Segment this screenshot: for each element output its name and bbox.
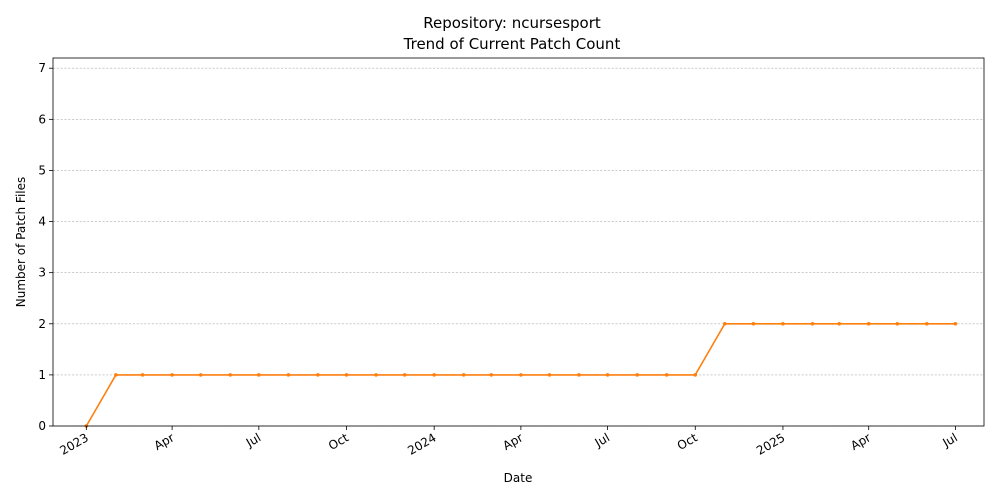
- y-tick-label: 0: [38, 419, 46, 433]
- data-point: [170, 373, 174, 377]
- data-point: [953, 321, 958, 326]
- plot-frame: [52, 57, 985, 427]
- x-tick-label: Jul: [592, 430, 612, 450]
- data-point: [895, 321, 900, 326]
- series-layer: [84, 321, 958, 428]
- data-point: [751, 321, 756, 326]
- data-point: [810, 321, 815, 326]
- y-tick-label: 6: [38, 112, 46, 126]
- y-tick-label: 3: [38, 266, 46, 280]
- data-point: [489, 373, 494, 377]
- data-point: [461, 373, 466, 377]
- y-axis-label: Number of Patch Files: [14, 177, 28, 308]
- y-axis-ticks: 0 1 2 3 4 5 6 7: [38, 61, 53, 433]
- data-point: [198, 373, 203, 377]
- data-point: [374, 373, 378, 377]
- data-point: [577, 373, 581, 377]
- data-point: [547, 373, 552, 377]
- data-point: [140, 373, 145, 377]
- data-point: [781, 321, 785, 326]
- chart-title-line1: Repository: ncursesport: [423, 14, 601, 32]
- y-tick-label: 5: [38, 163, 46, 177]
- data-point: [257, 373, 261, 377]
- x-axis-label: Date: [504, 471, 533, 485]
- x-tick-label: Jul: [940, 430, 960, 450]
- data-point: [723, 321, 727, 326]
- y-tick-label: 2: [38, 317, 46, 331]
- data-point: [925, 321, 929, 326]
- data-point: [519, 373, 523, 377]
- data-point: [693, 373, 698, 377]
- data-point: [286, 373, 291, 377]
- data-point: [228, 373, 233, 377]
- data-point: [344, 373, 349, 377]
- data-point: [114, 373, 118, 377]
- y-tick-label: 7: [38, 61, 46, 75]
- data-point: [402, 373, 407, 377]
- chart-title-line2: Trend of Current Patch Count: [403, 35, 621, 53]
- data-point: [837, 321, 841, 326]
- data-point: [664, 373, 669, 377]
- data-point: [635, 373, 639, 377]
- data-point: [605, 373, 610, 377]
- data-point: [432, 373, 436, 377]
- y-tick-label: 1: [38, 368, 46, 382]
- x-tick-label: Jul: [243, 430, 263, 450]
- y-tick-label: 4: [38, 215, 46, 229]
- data-point: [866, 321, 871, 326]
- data-point: [316, 373, 320, 377]
